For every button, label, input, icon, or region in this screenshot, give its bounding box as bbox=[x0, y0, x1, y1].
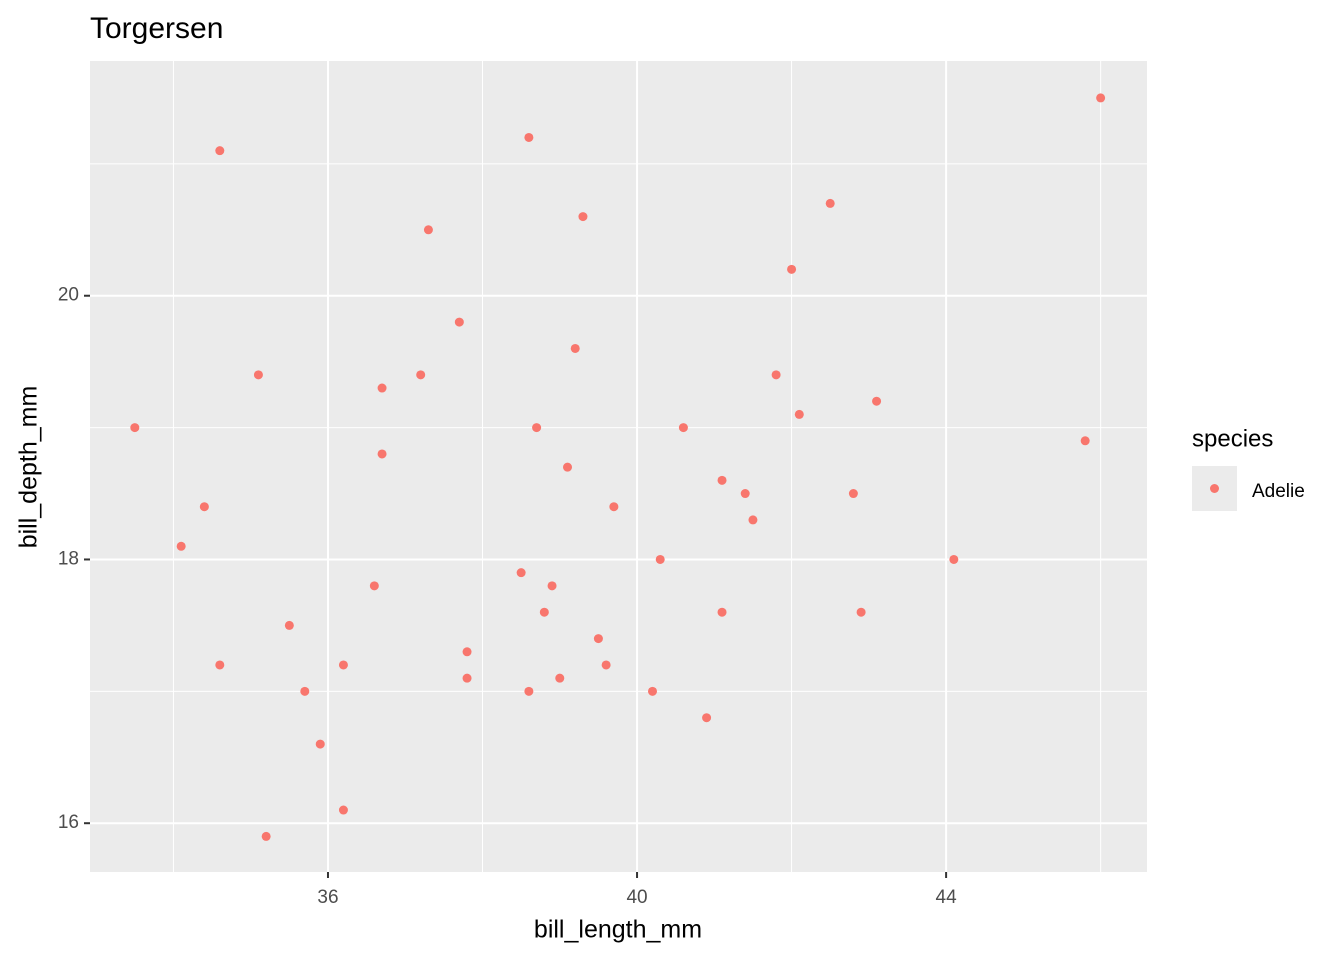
point bbox=[1080, 436, 1090, 446]
panel bbox=[90, 61, 1147, 872]
point bbox=[454, 317, 464, 327]
legend-marker bbox=[1210, 484, 1219, 493]
point bbox=[678, 423, 688, 433]
point bbox=[377, 383, 387, 393]
point bbox=[872, 396, 882, 406]
point bbox=[825, 198, 835, 208]
y-tick-label: 20 bbox=[58, 285, 79, 306]
point bbox=[176, 541, 186, 551]
y-tick-label: 18 bbox=[58, 548, 79, 569]
point bbox=[300, 686, 310, 696]
x-tick-label: 44 bbox=[936, 887, 958, 908]
legend-label: Adelie bbox=[1252, 481, 1305, 502]
point bbox=[423, 225, 433, 235]
point bbox=[215, 146, 225, 156]
point bbox=[609, 502, 619, 512]
point bbox=[563, 462, 573, 472]
x-tick-label: 36 bbox=[317, 887, 338, 908]
point bbox=[1096, 93, 1106, 103]
point bbox=[338, 660, 348, 670]
point bbox=[717, 607, 727, 617]
point bbox=[284, 620, 294, 630]
x-tick-label: 40 bbox=[626, 887, 647, 908]
point bbox=[524, 686, 534, 696]
point bbox=[787, 264, 797, 274]
point bbox=[593, 634, 603, 644]
y-axis-title: bill_depth_mm bbox=[15, 386, 43, 549]
y-tick-label: 16 bbox=[58, 812, 79, 833]
point bbox=[717, 475, 727, 485]
point bbox=[369, 581, 379, 591]
point bbox=[578, 212, 588, 222]
point bbox=[315, 739, 325, 749]
point bbox=[856, 607, 866, 617]
point bbox=[532, 423, 542, 433]
point bbox=[130, 423, 140, 433]
point bbox=[338, 805, 348, 815]
point bbox=[524, 132, 534, 142]
point bbox=[794, 409, 804, 419]
point bbox=[702, 713, 712, 723]
point bbox=[416, 370, 426, 380]
point bbox=[949, 554, 959, 564]
point bbox=[601, 660, 611, 670]
point bbox=[647, 686, 657, 696]
point bbox=[215, 660, 225, 670]
point bbox=[261, 831, 271, 841]
point bbox=[771, 370, 781, 380]
point bbox=[655, 554, 665, 564]
legend-title: species bbox=[1192, 425, 1273, 452]
point bbox=[740, 489, 750, 499]
point bbox=[462, 673, 472, 683]
point bbox=[539, 607, 549, 617]
x-axis-title: bill_length_mm bbox=[534, 916, 702, 944]
point bbox=[199, 502, 209, 512]
point bbox=[516, 568, 526, 578]
point bbox=[547, 581, 557, 591]
point bbox=[570, 343, 580, 353]
chart-title: Torgersen bbox=[90, 12, 223, 45]
point bbox=[253, 370, 263, 380]
point bbox=[748, 515, 758, 525]
point bbox=[555, 673, 565, 683]
point bbox=[377, 449, 387, 459]
point bbox=[462, 647, 472, 657]
point bbox=[848, 489, 858, 499]
